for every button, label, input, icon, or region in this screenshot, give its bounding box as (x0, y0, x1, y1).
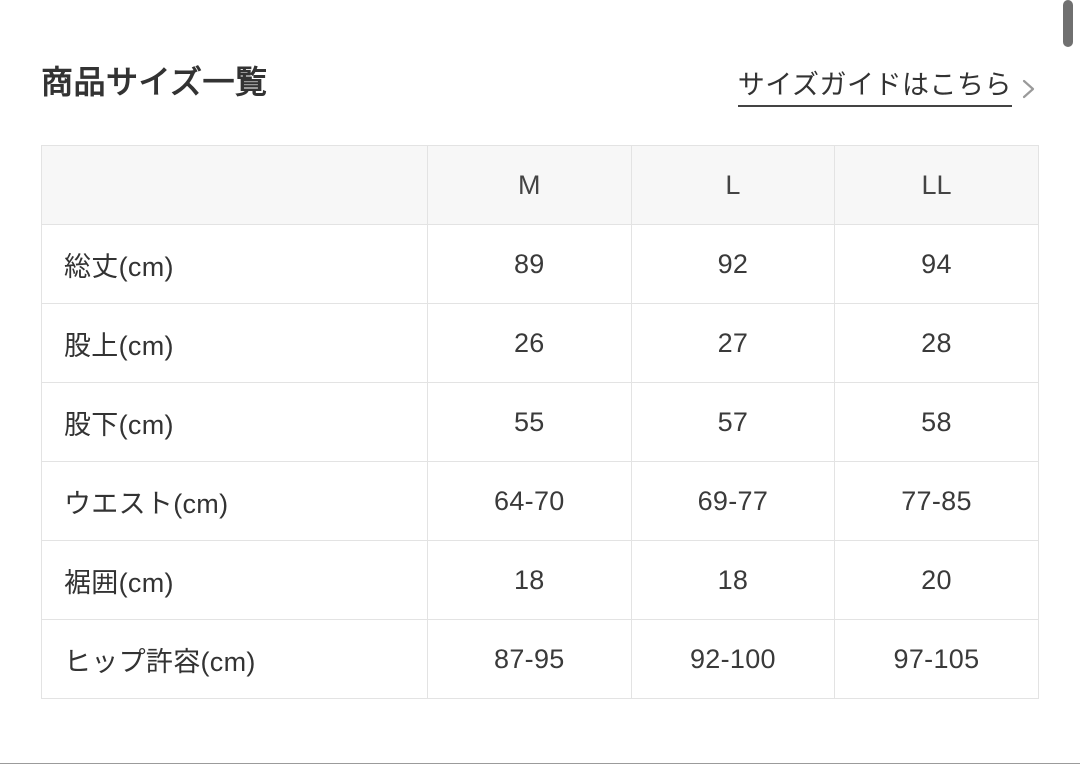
table-header-row: M L LL (41, 145, 1039, 225)
page-scrollbar-thumb[interactable] (1063, 0, 1073, 47)
row-label: ウエスト(cm) (41, 461, 428, 541)
table-cell: 94 (834, 224, 1039, 304)
size-guide-link[interactable]: サイズガイドはこちら (737, 68, 1038, 107)
table-cell: 20 (834, 540, 1039, 620)
size-guide-link-label[interactable]: サイズガイドはこちら (737, 68, 1012, 107)
table-row: 股上(cm) 26 27 28 (41, 303, 1039, 383)
table-cell: 26 (427, 303, 632, 383)
table-cell: 27 (630, 303, 836, 383)
column-header-l: L (630, 145, 836, 225)
table-cell: 77-85 (834, 461, 1039, 541)
table-cell: 89 (427, 224, 632, 304)
table-cell: 28 (834, 303, 1039, 383)
table-cell: 87-95 (427, 619, 632, 699)
table-cell: 92 (630, 224, 836, 304)
table-row: 裾囲(cm) 18 18 20 (41, 540, 1039, 620)
row-label: 股下(cm) (41, 382, 428, 462)
column-header-m: M (427, 145, 632, 225)
table-row: 総丈(cm) 89 92 94 (41, 224, 1039, 304)
row-label: 裾囲(cm) (41, 540, 428, 620)
table-cell: 92-100 (630, 619, 836, 699)
table-cell: 64-70 (427, 461, 632, 541)
table-header: M L LL (41, 145, 1039, 225)
bottom-divider (0, 763, 1080, 764)
chevron-right-icon (1020, 75, 1038, 103)
table-cell: 58 (834, 382, 1039, 462)
table-cell: 97-105 (834, 619, 1039, 699)
row-label: ヒップ許容(cm) (41, 619, 428, 699)
table-cell: 18 (427, 540, 632, 620)
row-label: 股上(cm) (41, 303, 428, 383)
table-cell: 55 (427, 382, 632, 462)
size-table-container: M L LL 総丈(cm) 89 92 94 股上(cm) 26 27 28 (41, 145, 1039, 699)
table-body: 総丈(cm) 89 92 94 股上(cm) 26 27 28 股下(cm) 5… (41, 224, 1039, 699)
section-header: 商品サイズ一覧 サイズガイドはこちら (41, 62, 1038, 118)
table-cell: 18 (630, 540, 836, 620)
table-row: ヒップ許容(cm) 87-95 92-100 97-105 (41, 619, 1039, 699)
column-header-ll: LL (834, 145, 1039, 225)
table-row: 股下(cm) 55 57 58 (41, 382, 1039, 462)
table-cell: 57 (630, 382, 836, 462)
page-title: 商品サイズ一覧 (41, 64, 268, 100)
page-scrollbar[interactable] (1062, 0, 1074, 768)
table-corner-cell (41, 145, 428, 225)
table-row: ウエスト(cm) 64-70 69-77 77-85 (41, 461, 1039, 541)
table-cell: 69-77 (630, 461, 836, 541)
size-table: M L LL 総丈(cm) 89 92 94 股上(cm) 26 27 28 (41, 145, 1039, 699)
row-label: 総丈(cm) (41, 224, 428, 304)
